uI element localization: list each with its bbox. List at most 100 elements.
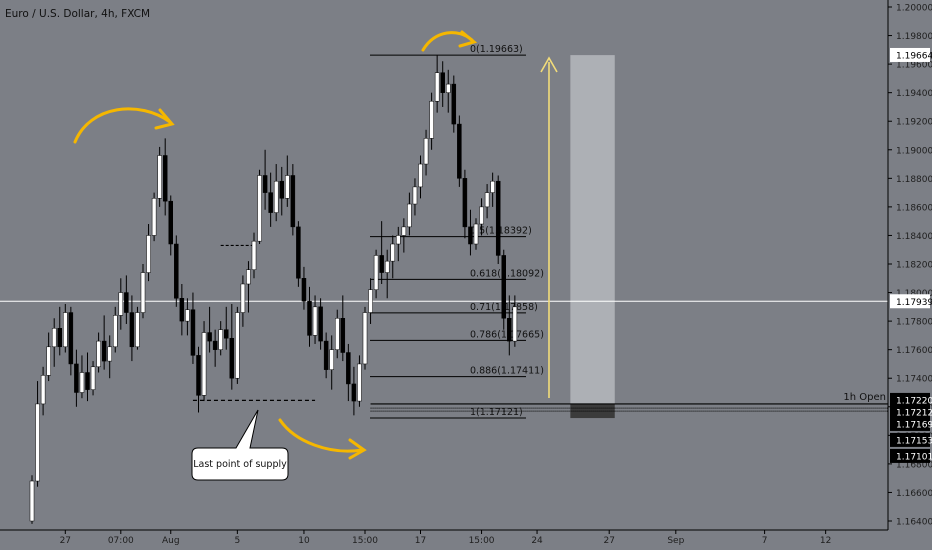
- callout-bubble: [191, 409, 289, 481]
- bull-candle: [412, 186, 418, 205]
- symbol-title: Euro / U.S. Dollar, 4h, FXCM: [5, 8, 150, 20]
- bear-candle: [507, 318, 512, 342]
- time-tick-label: 5: [234, 536, 240, 546]
- bear-candle: [346, 352, 351, 385]
- bull-candle: [484, 192, 490, 208]
- bear-candle: [268, 192, 273, 213]
- fib-level-label: 0.5(1.18392): [470, 226, 532, 237]
- bull-candle: [473, 223, 479, 245]
- bear-candle: [262, 175, 268, 193]
- bull-candle: [512, 306, 518, 342]
- bull-candle: [79, 372, 85, 393]
- bull-candle: [113, 315, 118, 348]
- bull-candle: [135, 312, 140, 348]
- bull-candle: [396, 235, 401, 245]
- bear-candle: [74, 363, 79, 393]
- candles-layer: [29, 55, 518, 524]
- price-tick-label: 1.19000: [896, 146, 932, 156]
- price-label-box: [890, 294, 930, 309]
- bear-candle: [212, 340, 218, 350]
- bull-candle: [273, 180, 279, 213]
- bull-candle: [151, 198, 157, 236]
- bull-candle: [240, 283, 246, 313]
- bull-candle: [423, 138, 429, 165]
- bull-candle: [312, 306, 318, 336]
- bull-candle: [257, 175, 262, 242]
- bull-candle: [118, 292, 124, 316]
- bear-candle: [190, 309, 196, 356]
- time-tick-label: 27: [60, 536, 71, 546]
- bull-candle: [357, 363, 362, 402]
- bull-candle: [479, 206, 484, 225]
- time-tick-label: Sep: [667, 536, 684, 546]
- time-tick-label: 7: [762, 536, 768, 546]
- bear-candle: [340, 318, 346, 353]
- price-tick-label: 1.16400: [896, 518, 932, 528]
- price-axis[interactable]: 1.20000 1.19800 1.19600 1.19400 1.19200 1.190…: [887, 0, 932, 550]
- bear-candle: [68, 312, 74, 365]
- bull-candle: [429, 100, 434, 139]
- bear-candle: [196, 355, 201, 396]
- bull-candle: [140, 272, 146, 313]
- price-label-box: [890, 392, 930, 407]
- bear-candle: [101, 340, 107, 362]
- price-tick-label: 1.17800: [896, 318, 932, 328]
- price-tick-label: 1.19600: [896, 61, 932, 71]
- bear-candle: [296, 226, 301, 279]
- bull-candle: [35, 403, 40, 482]
- price-tick-label: 1.19400: [896, 89, 932, 99]
- bull-candle: [418, 163, 423, 188]
- price-label-text: 1.17101: [896, 452, 932, 462]
- target-box-layer: [570, 55, 615, 419]
- time-tick-label: 17: [415, 536, 426, 546]
- bear-candle: [501, 255, 506, 319]
- bull-candle: [107, 346, 112, 362]
- bull-candle: [90, 366, 96, 390]
- time-tick-label: 24: [531, 536, 543, 546]
- price-label-text: 1.17169: [896, 420, 932, 430]
- price-label-text: 1.19664: [896, 51, 932, 61]
- target-arrow-head: [540, 56, 558, 73]
- bull-candle: [446, 83, 451, 93]
- open-line-label: 1h Open: [843, 392, 886, 403]
- bull-candle: [246, 269, 251, 285]
- price-tick-label: 1.17400: [896, 375, 932, 385]
- bear-candle: [174, 243, 179, 299]
- bull-candle: [401, 226, 407, 236]
- curved-arrow-left-head: [154, 108, 175, 130]
- price-tick-label: 1.16800: [896, 460, 932, 470]
- curved-arrow-top-head: [458, 30, 478, 48]
- bear-candle: [323, 340, 329, 370]
- price-tick-label: 1.18200: [896, 261, 932, 271]
- time-axis[interactable]: 27 07:00 Aug 5 10 15:00 17 15:00 24 27 Sep 7 12: [0, 529, 888, 546]
- bull-candle: [373, 255, 379, 290]
- bear-candle: [462, 178, 468, 228]
- bull-candle: [285, 175, 290, 199]
- bear-candle: [451, 83, 457, 125]
- bull-candle: [46, 346, 51, 376]
- bear-candle: [207, 332, 212, 342]
- price-label-text: 1.17939: [896, 298, 932, 308]
- bear-candle: [301, 278, 307, 302]
- bull-candle: [218, 329, 223, 350]
- curved-arrow-left: [73, 107, 172, 144]
- price-label-box: [890, 416, 930, 431]
- fib-level-label: 0.618(1.18092): [470, 268, 544, 279]
- bull-candle: [335, 318, 340, 350]
- time-tick-label: 15:00: [352, 536, 378, 546]
- price-tick-label: 1.18800: [896, 175, 932, 185]
- bear-candle: [318, 306, 323, 342]
- price-label-box: [890, 432, 930, 447]
- bear-candle: [168, 200, 173, 245]
- bear-candle: [85, 372, 90, 390]
- bull-candle: [157, 155, 162, 199]
- bear-candle: [279, 180, 284, 199]
- bull-candle: [51, 328, 57, 348]
- price-tick-label: 1.19200: [896, 118, 932, 128]
- bull-candle: [29, 480, 35, 522]
- price-tick-label: 1.18600: [896, 203, 932, 213]
- bear-candle: [162, 155, 168, 202]
- bear-candle: [124, 292, 129, 313]
- bear-candle: [468, 226, 473, 245]
